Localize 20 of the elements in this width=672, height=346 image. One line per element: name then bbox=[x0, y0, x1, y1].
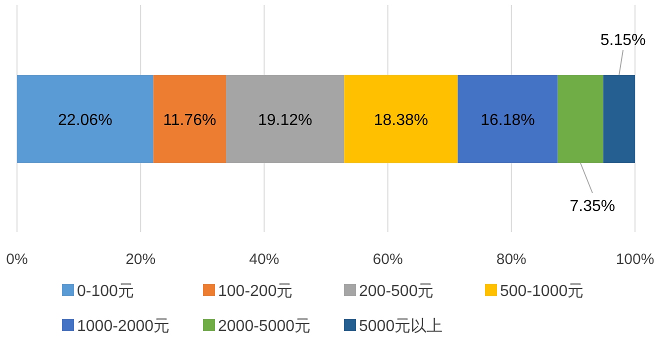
x-tick-label: 80% bbox=[496, 251, 526, 268]
data-label: 11.76% bbox=[163, 112, 216, 129]
legend-label: 5000元以上 bbox=[359, 317, 443, 335]
x-tick-label: 0% bbox=[6, 251, 28, 268]
x-tick-label: 20% bbox=[126, 251, 156, 268]
data-label: 18.38% bbox=[374, 112, 428, 129]
legend-label: 2000-5000元 bbox=[218, 318, 311, 335]
legend-label: 200-500元 bbox=[359, 283, 434, 300]
legend-label: 1000-2000元 bbox=[77, 318, 170, 335]
x-tick-label: 100% bbox=[616, 251, 654, 268]
legend-label: 0-100元 bbox=[77, 283, 134, 300]
data-label: 16.18% bbox=[480, 112, 535, 129]
x-tick-label: 60% bbox=[372, 251, 403, 268]
x-tick-label: 40% bbox=[249, 251, 280, 268]
data-label: 19.12% bbox=[258, 112, 312, 129]
data-label: 22.06% bbox=[58, 112, 112, 129]
data-label: 7.35% bbox=[570, 198, 616, 215]
data-label: 5.15% bbox=[600, 32, 646, 49]
legend-label: 100-200元 bbox=[218, 283, 293, 300]
legend-label: 500-1000元 bbox=[500, 283, 584, 300]
